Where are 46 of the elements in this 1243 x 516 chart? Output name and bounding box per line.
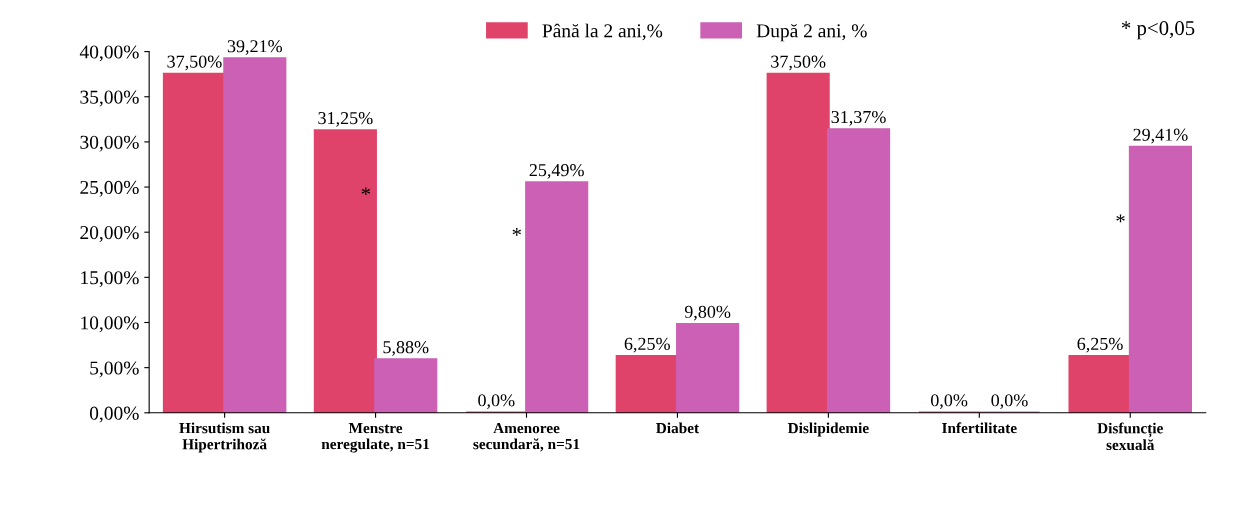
y-tick-label: 0,00% xyxy=(89,406,139,423)
bar xyxy=(223,57,287,413)
data-label: 0,0% xyxy=(478,394,515,409)
legend-label: După 2 ani, % xyxy=(756,23,867,42)
bar xyxy=(676,322,740,413)
y-tick-label: 20,00% xyxy=(80,226,139,242)
bar xyxy=(1068,354,1132,413)
y-tick-label: 5,00% xyxy=(90,361,139,378)
x-tick-label: Menstre neregulate, n=51 xyxy=(321,423,430,453)
annotation: * xyxy=(361,187,371,196)
data-label: 37,50% xyxy=(167,55,222,71)
data-label: 5,88% xyxy=(383,341,429,356)
y-tick-label: 40,00% xyxy=(79,45,139,62)
bar xyxy=(313,129,377,413)
data-label: 37,50% xyxy=(771,55,826,71)
y-tick-label: 35,00% xyxy=(80,90,139,107)
data-label: 9,80% xyxy=(684,305,731,321)
text: * p<0,05 xyxy=(1121,21,1195,40)
bar xyxy=(374,358,438,413)
bar xyxy=(525,181,589,413)
data-label: 39,21% xyxy=(227,40,283,55)
annotation: * xyxy=(1116,214,1125,223)
y-tick-label: 10,00% xyxy=(81,316,139,333)
data-label: 6,25% xyxy=(624,337,670,353)
y-tick-label: 15,00% xyxy=(81,271,139,288)
bar xyxy=(615,354,679,413)
data-label: 6,25% xyxy=(1077,337,1123,353)
data-label: 25,49% xyxy=(529,164,584,179)
data-label: 0,0% xyxy=(991,394,1028,409)
data-label: 29,41% xyxy=(1133,128,1188,144)
data-label: 31,25% xyxy=(318,111,373,127)
x-tick-label: Dislipidemie xyxy=(787,422,869,437)
data-label: 0,0% xyxy=(931,394,968,409)
bar xyxy=(826,128,891,413)
x-tick-label: Disfuncție sexuală xyxy=(1097,422,1163,451)
data-label: 31,37% xyxy=(831,110,886,126)
y-tick-label: 25,00% xyxy=(80,180,139,197)
y-tick-label: 30,00% xyxy=(80,135,139,152)
x-tick-label: Diabet xyxy=(656,422,700,434)
x-tick-label: Amenoree secundară, n=51 xyxy=(473,423,580,452)
bar xyxy=(1128,145,1193,413)
annotation: * xyxy=(512,228,521,236)
legend-label: Până la 2 ani,% xyxy=(542,23,663,41)
bar xyxy=(766,72,830,413)
x-tick-label: Hirsutism sau Hipertrihoză xyxy=(179,422,270,453)
x-tick-label: Infertilitate xyxy=(942,422,1017,434)
